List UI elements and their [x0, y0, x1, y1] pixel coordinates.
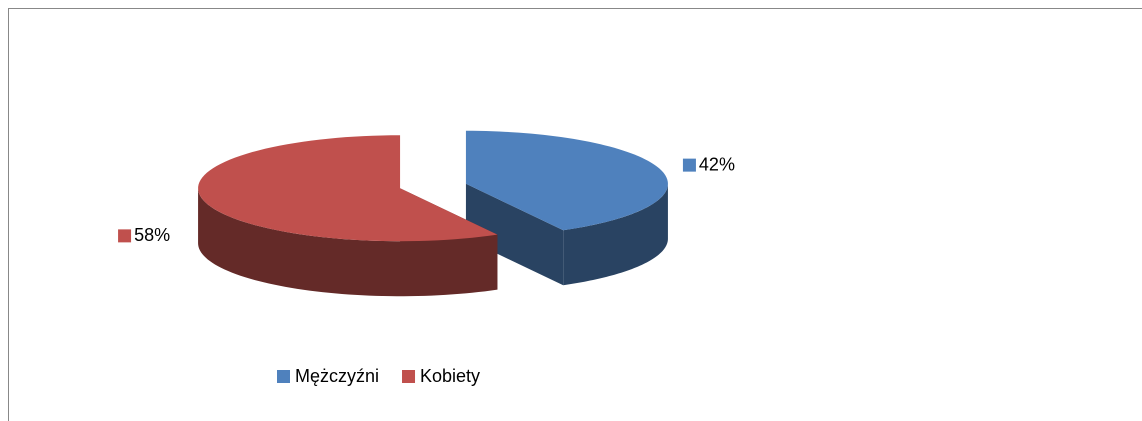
slice	[198, 135, 498, 242]
label-swatch	[682, 158, 696, 172]
slice-wall	[563, 183, 668, 286]
label-swatch	[118, 229, 132, 243]
legend-swatch	[402, 370, 416, 383]
slice-side	[465, 183, 564, 286]
legend-swatch	[277, 370, 290, 383]
slice	[465, 130, 668, 231]
legend-label: Kobiety	[420, 366, 480, 386]
data-label: 58%	[134, 225, 170, 245]
data-label: 42%	[699, 154, 735, 174]
legend-label: Mężczyźni	[295, 366, 379, 386]
slice-wall	[198, 188, 498, 297]
